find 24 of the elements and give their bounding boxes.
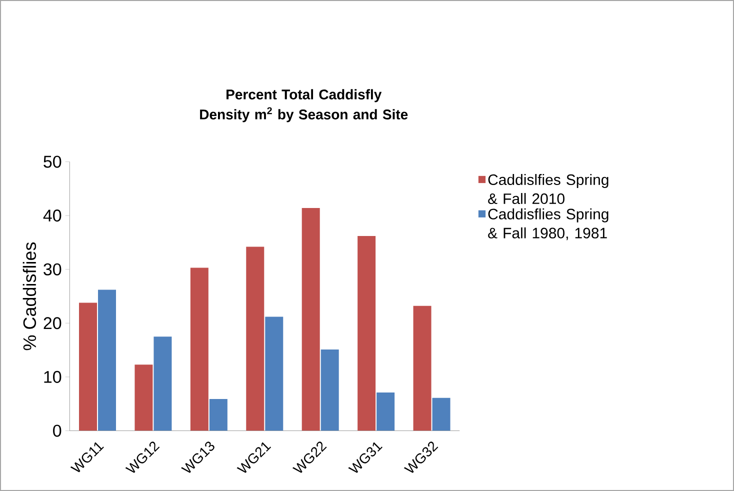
bar [320, 350, 339, 431]
bar [190, 268, 208, 431]
bar [79, 302, 97, 431]
legend-label: Caddislfies Spring & Fall 2010 [488, 174, 608, 204]
legend-label: Caddisflies Spring & Fall 1980, 1981 [488, 208, 608, 240]
bar [209, 399, 228, 431]
y-tick-label: 40 [43, 210, 62, 222]
y-axis-title: % Caddisflies [22, 242, 36, 350]
bar [154, 336, 172, 431]
bar [134, 364, 153, 431]
bar [358, 236, 376, 431]
bar [413, 306, 432, 431]
y-tick-label: 0 [53, 424, 62, 437]
y-tick-label: 30 [44, 263, 62, 276]
y-tick-label: 50 [44, 156, 62, 168]
y-tick-label: 20 [44, 317, 62, 330]
bar [376, 392, 395, 431]
bar [246, 246, 264, 431]
bar [265, 316, 284, 431]
chart-title: Percent Total Caddisfly Density m$^{2}$ by Season and Site [200, 89, 408, 122]
bar [432, 398, 450, 431]
bar [98, 290, 116, 431]
bar [302, 208, 320, 431]
y-tick-label: 10 [44, 370, 62, 383]
